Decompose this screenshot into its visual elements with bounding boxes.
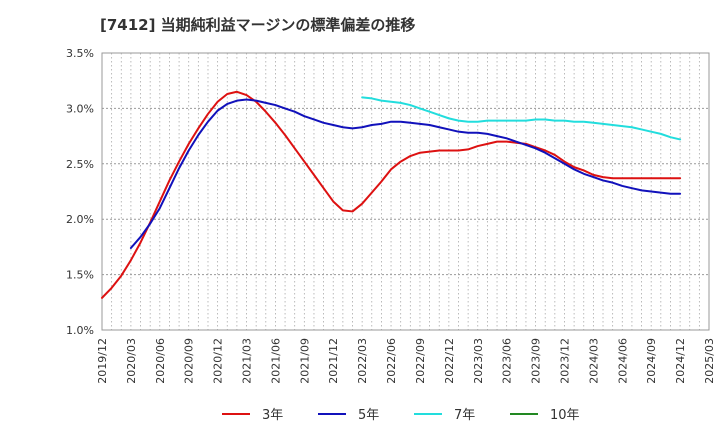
y-tick-label: 1.0% (66, 324, 94, 337)
x-tick-label: 2020/06 (154, 338, 167, 384)
x-tick-label: 2022/12 (443, 338, 456, 384)
chart-title: [7412] 当期純利益マージンの標準偏差の推移 (100, 16, 415, 34)
y-tick-label: 2.0% (66, 213, 94, 226)
x-tick-label: 2021/09 (298, 338, 311, 384)
x-tick-label: 2023/06 (501, 338, 514, 384)
x-tick-label: 2023/12 (558, 338, 571, 384)
y-axis: 1.0% 1.5% 2.0% 2.5% 3.0% 3.5% (66, 47, 94, 337)
x-tick-label: 2024/12 (674, 338, 687, 384)
legend-label: 10年 (550, 408, 580, 423)
x-tick-label: 2023/09 (530, 338, 543, 384)
plot-area-border (101, 52, 710, 331)
y-tick-label: 3.0% (66, 102, 94, 115)
series-line-3年 (101, 90, 682, 299)
series-line-5年 (129, 98, 682, 250)
x-tick-label: 2024/03 (587, 338, 600, 384)
series-lines (101, 90, 682, 299)
y-tick-label: 3.5% (66, 47, 94, 60)
x-tick-label: 2025/03 (703, 338, 716, 384)
legend: 3年 5年 7年 10年 (222, 408, 580, 423)
x-tick-label: 2022/03 (356, 338, 369, 384)
grid (102, 53, 709, 330)
x-tick-label: 2024/09 (645, 338, 658, 384)
x-tick-label: 2021/06 (269, 338, 282, 384)
series-line-7年 (361, 96, 682, 141)
x-axis: 2019/12 2020/03 2020/06 2020/09 2020/12 2021/… (96, 338, 716, 384)
y-tick-label: 1.5% (66, 269, 94, 282)
x-tick-label: 2021/12 (327, 338, 340, 384)
legend-label: 3年 (262, 408, 283, 423)
y-tick-label: 2.5% (66, 158, 94, 171)
x-tick-label: 2020/03 (125, 338, 138, 384)
x-tick-label: 2022/09 (414, 338, 427, 384)
x-tick-label: 2023/03 (472, 338, 485, 384)
x-tick-label: 2021/03 (241, 338, 254, 384)
legend-label: 7年 (454, 408, 475, 423)
x-tick-label: 2024/06 (616, 338, 629, 384)
legend-label: 5年 (358, 408, 379, 423)
x-tick-label: 2019/12 (96, 338, 109, 384)
x-tick-label: 2020/12 (212, 338, 225, 384)
x-tick-label: 2022/06 (385, 338, 398, 384)
x-tick-label: 2020/09 (183, 338, 196, 384)
